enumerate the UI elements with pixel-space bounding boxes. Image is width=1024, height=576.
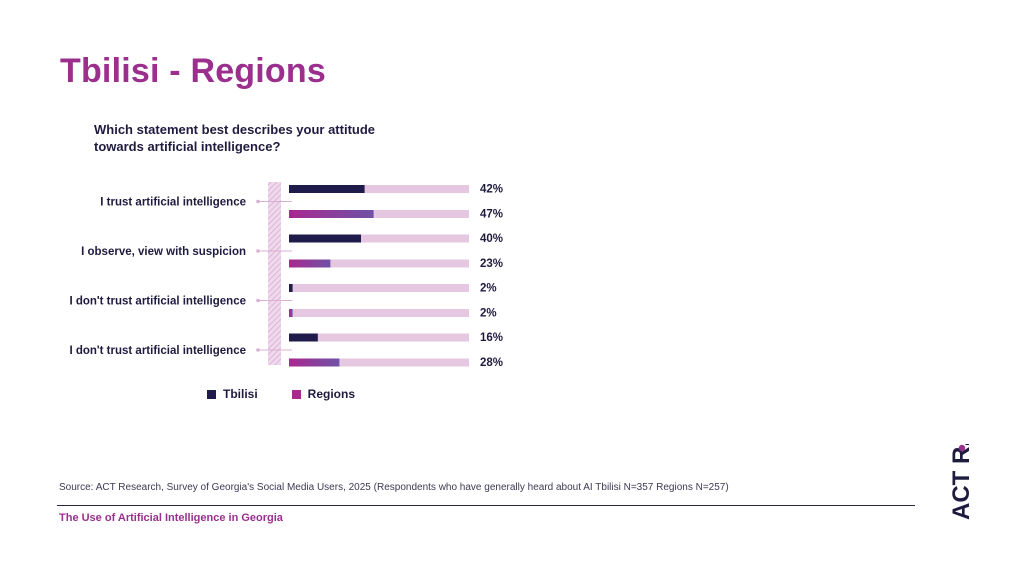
bar-tbilisi [289,284,293,292]
category-label: I observe, view with suspicion [81,246,246,258]
category-label: I don't trust artificial intelligence [69,296,246,308]
category-label: I trust artificial intelligence [100,197,246,209]
footer-title: The Use of Artificial Intelligence in Ge… [59,512,283,524]
data-label: 23% [480,258,503,270]
legend-item-tbilisi: Tbilisi [207,387,258,401]
logo-dot [958,444,966,452]
data-label: 2% [480,308,497,320]
bar-track [289,210,469,218]
bar-regions [289,259,331,268]
data-label: 2% [480,283,497,295]
data-label: 42% [480,184,503,196]
data-label: 16% [480,332,503,344]
legend-item-regions: Regions [291,387,356,401]
data-label: 47% [480,209,503,221]
connector-dot [256,199,260,204]
page-title: Tbilisi - Regions [60,52,326,90]
connector-dot [256,298,260,303]
bar-track [289,185,469,193]
legend-swatch-tbilisi [207,389,216,399]
bar-track [289,333,469,342]
bar-track [289,309,469,317]
data-label: 40% [480,233,503,245]
chart-question: Which statement best describes your atti… [94,122,376,154]
bar-tbilisi [289,185,365,193]
bar-track [289,284,469,292]
legend-swatch-regions [291,389,301,399]
bar-regions [289,210,374,218]
source-note: Source: ACT Research, Survey of Georgia'… [59,482,729,493]
bar-track [289,234,469,243]
bar-track [289,358,469,367]
legend-label-tbilisi: Tbilisi [223,387,258,401]
category-label: I don't trust artificial intelligence [69,345,246,357]
bar-tbilisi [289,333,318,342]
footer-divider [57,505,915,506]
bar-regions [289,309,293,317]
connector-dot [256,249,260,253]
bar-tbilisi [289,234,361,243]
connector-dot [256,348,260,352]
data-label: 28% [480,357,503,369]
axis-band [268,182,281,365]
bar-regions [289,358,340,367]
chart-legend: Tbilisi Regions [207,387,355,401]
legend-label-regions: Regions [307,387,356,401]
act-logo: ACT R. [948,444,975,520]
logo-text: ACT R. [948,444,975,520]
bar-track [289,259,469,268]
